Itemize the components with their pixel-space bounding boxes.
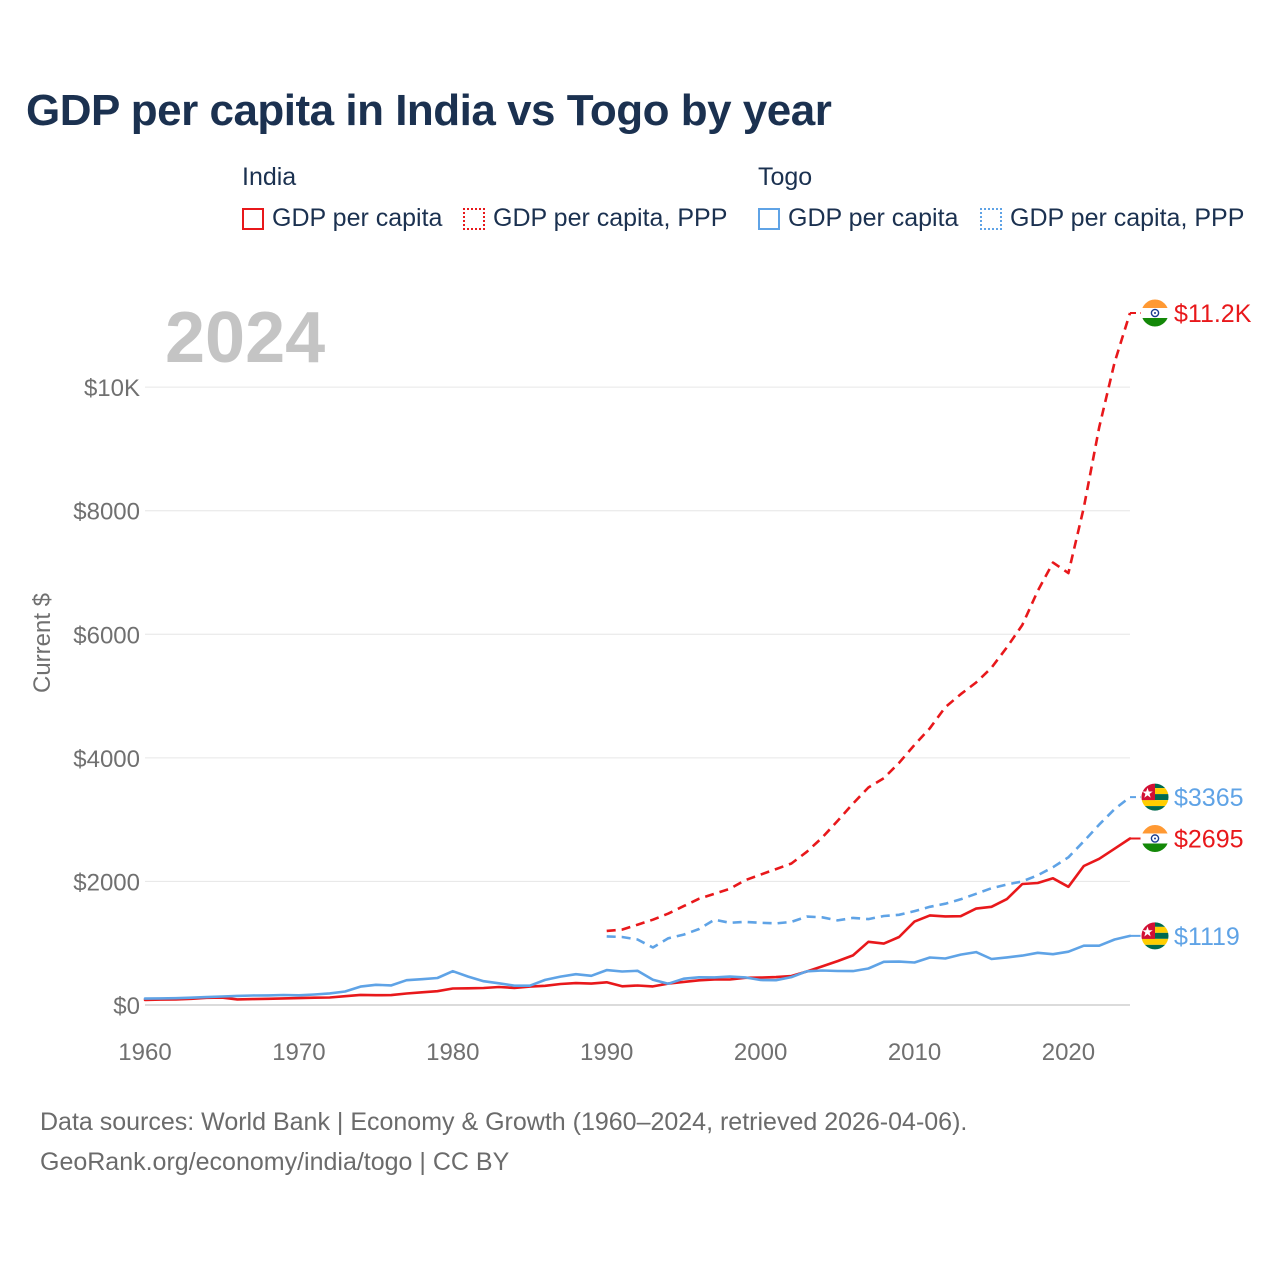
legend-group-india: India [242, 163, 297, 191]
y-tick-label: $10K [84, 375, 140, 402]
legend-group-togo: Togo [758, 163, 813, 191]
india-flag-icon [1140, 298, 1170, 328]
india-flag-icon [1140, 823, 1170, 853]
togo-flag-icon [1140, 921, 1170, 951]
chart-title: GDP per capita in India vs Togo by year [26, 86, 832, 135]
x-tick-label: 1980 [426, 1039, 479, 1066]
end-value-label: $3365 [1174, 784, 1244, 812]
legend-label: GDP per capita [788, 204, 959, 232]
legend-label: GDP per capita, PPP [1010, 204, 1245, 232]
legend-swatch-solid [758, 207, 780, 230]
legend-item-togo-gdp[interactable]: GDP per capita [758, 204, 958, 233]
legend-label: GDP per capita, PPP [493, 204, 728, 232]
legend-item-india-gdp-ppp[interactable]: GDP per capita, PPP [463, 204, 727, 233]
x-tick-label: 1960 [118, 1039, 171, 1066]
legend-swatch-dotted [463, 207, 485, 230]
footer-sources: Data sources: World Bank | Economy & Gro… [40, 1108, 968, 1136]
togo-flag-icon [1140, 782, 1170, 812]
series-line-india-gdp-per-capita[interactable] [143, 837, 1132, 1002]
x-tick-label: 2000 [734, 1039, 787, 1066]
x-tick-label: 1970 [272, 1039, 325, 1066]
y-axis-label: Current $ [29, 593, 56, 693]
y-tick-label: $8000 [73, 499, 140, 526]
y-tick-label: $6000 [73, 622, 140, 649]
end-value-label: $11.2K [1174, 300, 1252, 328]
footer-attribution[interactable]: GeoRank.org/economy/india/togo | CC BY [40, 1148, 510, 1176]
y-tick-label: $4000 [73, 746, 140, 773]
legend-swatch-dotted [980, 207, 1002, 230]
end-value-label: $2695 [1174, 825, 1244, 853]
series-line-togo-gdp-per-capita[interactable] [143, 934, 1132, 1000]
legend-item-togo-gdp-ppp[interactable]: GDP per capita, PPP [980, 204, 1244, 233]
legend-item-india-gdp[interactable]: GDP per capita [242, 204, 442, 233]
y-tick-label: $2000 [73, 869, 140, 896]
end-value-label: $1119 [1174, 923, 1240, 951]
x-tick-label: 2010 [888, 1039, 941, 1066]
y-tick-label: $0 [113, 993, 140, 1020]
x-tick-label: 2020 [1042, 1039, 1095, 1066]
year-watermark: 2024 [165, 298, 325, 378]
series-line-togo-gdp-per-capita-ppp[interactable] [606, 796, 1131, 949]
x-tick-label: 1990 [580, 1039, 633, 1066]
legend-label: GDP per capita [272, 204, 443, 232]
legend-swatch-solid [242, 207, 264, 230]
series-line-india-gdp-per-capita-ppp[interactable] [606, 312, 1132, 933]
